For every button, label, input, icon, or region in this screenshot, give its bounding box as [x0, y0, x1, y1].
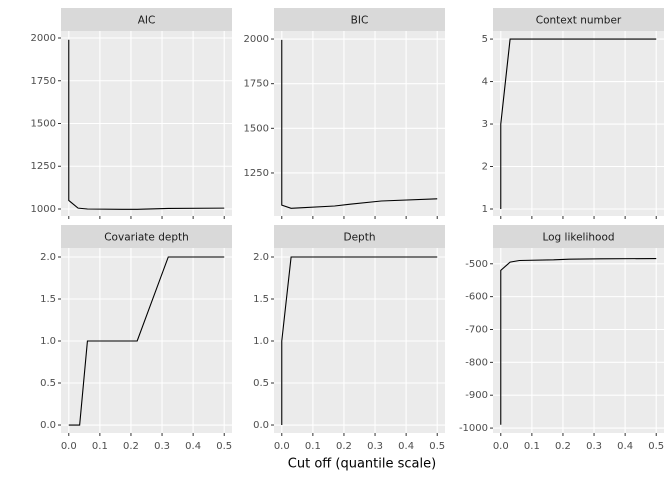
- y-tick-label: -600: [465, 292, 488, 303]
- x-tick-label: 0.4: [185, 441, 201, 452]
- x-tick-label: 0.2: [123, 441, 139, 452]
- y-tick-label: 2000: [244, 34, 269, 45]
- strip: [493, 8, 664, 31]
- y-tick-label: 2000: [31, 33, 56, 44]
- y-tick-label: 1500: [244, 123, 269, 134]
- x-tick-label: 0.4: [617, 441, 633, 452]
- y-tick-label: 0.5: [40, 378, 56, 389]
- y-tick-label: 0.0: [40, 420, 56, 431]
- y-tick-label: 0.5: [253, 378, 269, 389]
- strip-title: AIC: [138, 15, 156, 27]
- y-tick-label: -800: [465, 357, 488, 368]
- x-tick-label: 0.5: [648, 441, 664, 452]
- strip: [493, 225, 664, 248]
- y-tick-label: 1750: [244, 79, 269, 90]
- x-tick-label: 0.0: [61, 441, 77, 452]
- y-tick-label: 1.5: [253, 294, 269, 305]
- panel-background: [274, 31, 445, 216]
- strip-title: Depth: [344, 232, 376, 244]
- y-tick-label: 1250: [31, 161, 56, 172]
- x-tick-label: 0.0: [274, 441, 290, 452]
- y-tick-label: -900: [465, 390, 488, 401]
- x-tick-label: 0.3: [586, 441, 602, 452]
- x-tick-label: 0.3: [154, 441, 170, 452]
- strip-title: Log likelihood: [542, 232, 614, 244]
- strip: [274, 225, 445, 248]
- y-tick-label: 3: [482, 119, 488, 130]
- line: [68, 256, 225, 426]
- y-tick-label: -700: [465, 324, 488, 335]
- y-tick-label: 1.5: [40, 294, 56, 305]
- y-tick-label: 1.0: [253, 336, 269, 347]
- y-tick-label: 4: [482, 77, 488, 88]
- x-tick-label: 0.3: [367, 441, 383, 452]
- line: [281, 39, 438, 209]
- strip: [61, 225, 232, 248]
- panel-background: [493, 248, 664, 433]
- y-tick-label: 0.0: [253, 420, 269, 431]
- line: [281, 256, 438, 426]
- strip: [61, 8, 232, 31]
- x-tick-label: 0.1: [524, 441, 540, 452]
- line: [500, 257, 657, 425]
- x-tick-label: 0.0: [493, 441, 509, 452]
- strip-title: Context number: [536, 15, 622, 27]
- y-tick-label: 1750: [31, 76, 56, 87]
- y-tick-label: -500: [465, 259, 488, 270]
- x-tick-label: 0.1: [92, 441, 108, 452]
- strip-title: BIC: [351, 15, 369, 27]
- y-tick-label: 1500: [31, 119, 56, 130]
- y-tick-label: 2: [482, 162, 488, 173]
- x-tick-label: 0.5: [429, 441, 445, 452]
- line: [68, 39, 225, 210]
- y-tick-label: 1.0: [40, 336, 56, 347]
- line: [500, 38, 657, 209]
- y-tick-label: 1: [482, 204, 488, 215]
- y-tick-label: 2.0: [40, 252, 56, 263]
- y-tick-label: 5: [482, 34, 488, 45]
- x-tick-label: 0.5: [216, 441, 232, 452]
- x-tick-label: 0.2: [336, 441, 352, 452]
- strip: [274, 8, 445, 31]
- x-tick-label: 0.4: [398, 441, 414, 452]
- x-tick-label: 0.2: [555, 441, 571, 452]
- y-tick-label: 1250: [244, 168, 269, 179]
- y-tick-label: 1000: [31, 204, 56, 215]
- x-tick-label: 0.1: [305, 441, 321, 452]
- y-tick-label: 2.0: [253, 252, 269, 263]
- strip-title: Covariate depth: [104, 232, 189, 244]
- x-axis-title: Cut off (quantile scale): [288, 457, 436, 472]
- y-tick-label: -1000: [459, 423, 488, 434]
